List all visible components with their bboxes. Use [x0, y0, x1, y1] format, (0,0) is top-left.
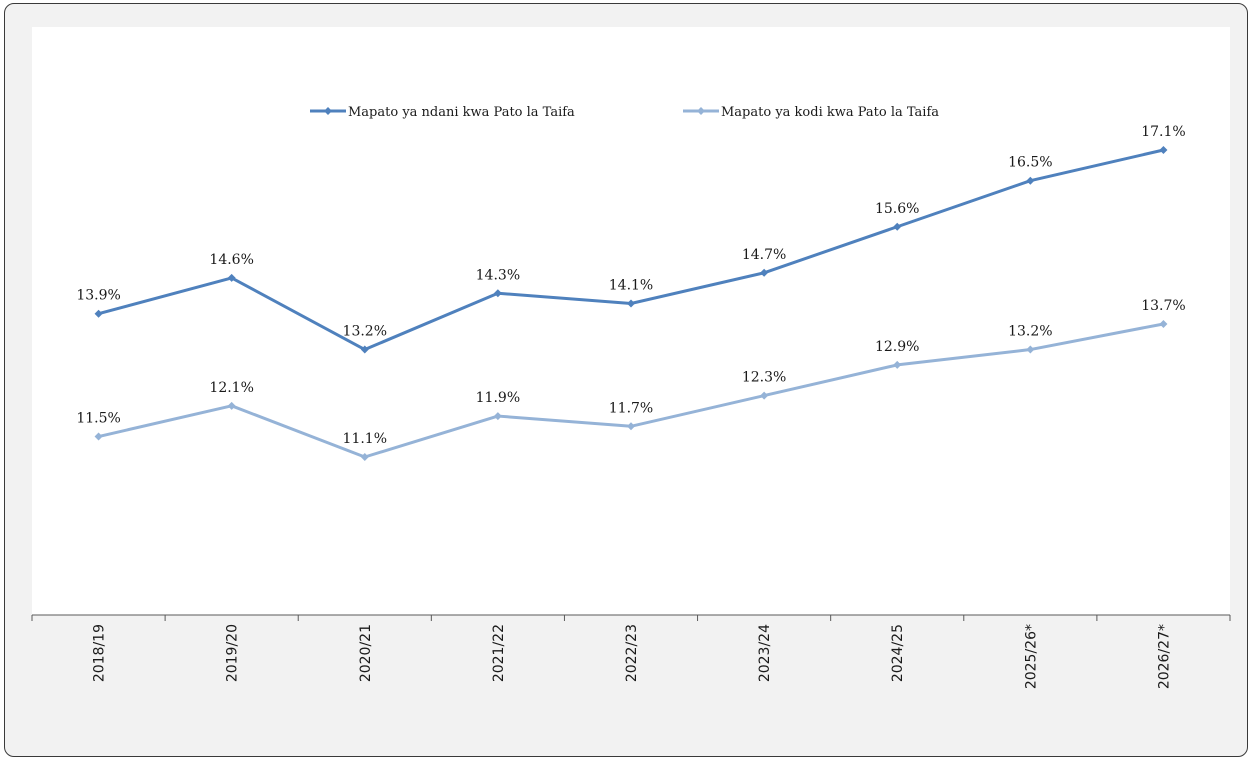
data-point-marker [760, 391, 769, 400]
data-label: 14.7% [742, 247, 786, 263]
data-label: 17.1% [1141, 124, 1185, 140]
data-label: 13.2% [1008, 324, 1052, 340]
legend-swatch-marker [697, 107, 705, 115]
data-point-marker [1026, 176, 1035, 185]
data-point-marker [493, 412, 502, 421]
data-label: 16.5% [1008, 155, 1052, 171]
legend-swatch-marker [324, 107, 332, 115]
x-tick-label: 2025/26* [1023, 624, 1039, 689]
data-label: 11.1% [343, 431, 387, 447]
series-line-2 [98, 322, 1164, 459]
data-point-marker [1159, 146, 1168, 154]
x-tick-label: 2022/23 [624, 624, 640, 682]
x-tick-label: 2026/27* [1156, 624, 1172, 689]
data-point-marker [227, 401, 236, 410]
legend-label: Mapato ya kodi kwa Pato la Taifa [721, 105, 939, 120]
x-tick-label: 2018/19 [92, 624, 108, 682]
data-point-marker [1026, 345, 1035, 354]
data-label: 14.1% [609, 278, 653, 294]
data-point-marker [360, 453, 369, 461]
data-label: 13.2% [343, 324, 387, 340]
data-point-marker [627, 299, 635, 308]
data-point-marker [227, 273, 236, 282]
legend-label: Mapato ya ndani kwa Pato la Taifa [348, 105, 575, 120]
data-label: 13.7% [1141, 298, 1185, 314]
data-point-marker [493, 289, 502, 298]
data-label: 15.6% [875, 201, 919, 217]
x-tick-label: 2021/22 [491, 624, 507, 682]
x-tick-label: 2024/25 [890, 624, 906, 682]
data-point-marker [1159, 319, 1168, 328]
data-point-marker [893, 360, 902, 369]
plot-area [32, 27, 1230, 615]
data-label: 14.3% [476, 267, 520, 283]
data-label: 12.3% [742, 370, 786, 386]
data-label: 11.7% [609, 400, 653, 416]
x-tick-label: 2019/20 [225, 624, 241, 682]
data-point-marker [360, 345, 369, 354]
data-point-marker [94, 432, 103, 441]
data-label: 12.1% [209, 380, 253, 396]
data-point-marker [760, 268, 769, 277]
data-point-marker [893, 222, 902, 231]
data-label: 11.5% [76, 411, 120, 427]
data-label: 11.9% [476, 390, 520, 406]
data-point-marker [627, 422, 635, 431]
data-label: 12.9% [875, 339, 919, 355]
series-line-1 [98, 148, 1164, 352]
data-label: 13.9% [76, 288, 120, 304]
data-label: 14.6% [209, 252, 253, 268]
x-tick-label: 2023/24 [757, 624, 773, 682]
data-point-marker [94, 309, 103, 318]
x-tick-label: 2020/21 [358, 624, 374, 682]
